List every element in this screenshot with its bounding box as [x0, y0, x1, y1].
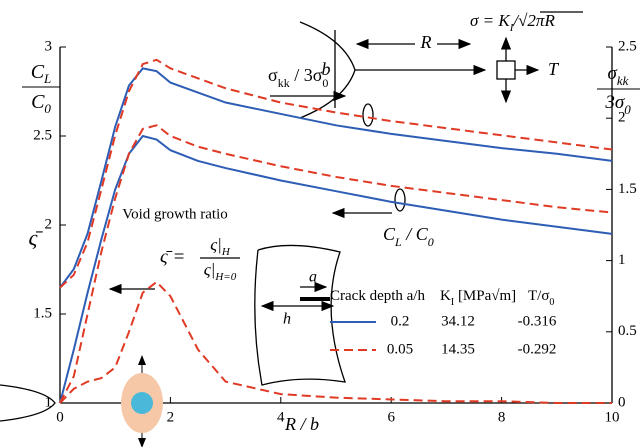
x-tick-label: 8: [498, 409, 506, 425]
series-line: [59, 67, 613, 289]
y-tick-label: 2.5: [33, 127, 52, 143]
annotation: σ = KI/√2πR: [470, 11, 555, 34]
y2-tick-label: 1.5: [618, 181, 637, 197]
legend-cell: -0.292: [518, 341, 557, 357]
annotation: ς|H: [210, 235, 231, 258]
legend-cell: 0.05: [387, 341, 413, 357]
legend-header: T/σ0: [528, 288, 554, 307]
labels: R / b CL C0 ς̄ σkk 3σ0 σkk / 3σ0 CL / C0…: [22, 11, 640, 434]
annotation: CL / C0: [383, 224, 434, 249]
y-axis-label-2: ς̄: [29, 225, 44, 250]
series-line: [59, 134, 613, 404]
y-axis-label: C0: [31, 91, 51, 117]
legend-cell: 0.2: [391, 313, 410, 329]
x-tick-label: 2: [167, 409, 175, 425]
pointers: [108, 90, 406, 295]
legend-cell: 14.35: [441, 341, 475, 357]
legend-header: KI [MPa√m]: [440, 288, 516, 307]
legend-header-part: I: [451, 297, 454, 308]
y-tick-label: 1: [45, 394, 53, 410]
crack-diagram: [299, 11, 583, 119]
y2-tick-label: 0.5: [618, 323, 637, 339]
annotation: ς|H=0: [204, 260, 237, 283]
annotation: b: [322, 59, 331, 79]
legend-header: Crack depth a/h: [330, 288, 425, 304]
annotation: h: [283, 311, 291, 328]
legend-cell: -0.316: [518, 313, 557, 329]
y2-tick-label: 0: [618, 394, 626, 410]
x-tick-label: 10: [605, 409, 620, 425]
series-line: [59, 58, 613, 289]
annotation: T: [548, 59, 560, 79]
y-tick-label: 1.5: [33, 305, 52, 321]
y-tick-label: 2: [45, 216, 53, 232]
annotation: ς̄ =: [160, 246, 185, 267]
x-tick-label: 6: [387, 409, 395, 425]
y2-axis-label: σkk: [608, 63, 629, 88]
x-tick-label: 4: [277, 409, 285, 425]
annotation: a: [309, 269, 317, 286]
void-diagram: [0, 355, 163, 447]
y-tick-label: 3: [45, 38, 53, 54]
legend-cell: 34.12: [441, 313, 475, 329]
y-axis-label: CL: [31, 61, 52, 87]
y2-axis-label: 3σ0: [604, 92, 631, 117]
legend-header-part: 0: [549, 297, 554, 308]
y2-tick-label: 1: [618, 252, 626, 268]
y2-tick-label: 2: [618, 110, 626, 126]
legend-header-part: [MPa√m]: [454, 288, 516, 304]
series-line: [59, 124, 613, 404]
legend-header-part: K: [440, 288, 451, 304]
annotation: Void growth ratio: [122, 206, 228, 222]
plate-diagram: [254, 244, 346, 386]
legend-header-part: T/σ: [528, 288, 549, 304]
legend-header-part: Crack depth a/h: [330, 288, 425, 304]
x-tick-label: 0: [56, 409, 64, 425]
y2-tick-label: 2.5: [618, 38, 637, 54]
annotation: σkk / 3σ0: [268, 65, 328, 90]
annotation: R: [420, 32, 432, 52]
series-line: [59, 280, 612, 404]
x-axis-label: R / b: [284, 414, 319, 434]
